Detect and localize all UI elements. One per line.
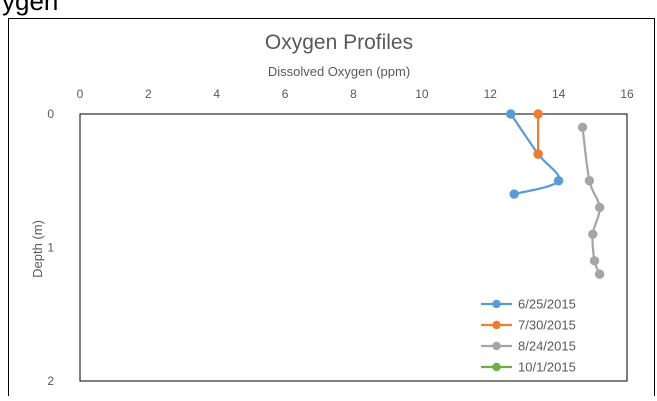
data-point-s2-1: [584, 176, 595, 186]
data-point-s2-3: [588, 229, 598, 239]
data-point-s2-0: [577, 122, 588, 133]
legend-entry-label: 7/30/2015: [518, 318, 576, 333]
legend-marker-0: [492, 299, 501, 309]
x-tick-label: 8: [350, 87, 357, 101]
x-tick-label: 14: [552, 87, 566, 101]
data-point-s1-1: [533, 149, 543, 159]
data-point-s0-0: [506, 109, 516, 119]
legend-entry-label: 10/1/2015: [518, 360, 576, 375]
y-axis-label: Depth (m): [30, 220, 45, 278]
x-tick-label: 2: [145, 87, 152, 101]
legend-entry-label: 8/24/2015: [518, 339, 576, 354]
page-title-fragment: ygen: [2, 0, 59, 16]
y-tick-label: 2: [47, 374, 54, 388]
y-tick-label: 1: [47, 241, 54, 255]
x-tick-label: 4: [213, 87, 220, 101]
data-point-s2-2: [594, 202, 605, 213]
data-point-s1-0: [533, 109, 543, 119]
legend: 6/25/2015 7/30/2015 8/24/2015 10/1/2015: [481, 297, 576, 375]
chart-title: Oxygen Profiles: [265, 31, 413, 54]
oxygen-profile-chart: Oxygen Profiles Dissolved Oxygen (ppm) D…: [30, 31, 634, 388]
chart-frame: Oxygen Profiles Dissolved Oxygen (ppm) D…: [8, 18, 655, 396]
series-line-2: [581, 127, 601, 275]
data-point-s0-2: [553, 176, 564, 186]
x-tick-label: 10: [415, 87, 429, 101]
x-tick-label: 0: [77, 87, 84, 101]
series-line-0: [509, 113, 561, 196]
legend-marker-3: [492, 362, 501, 372]
data-point-s2-4: [589, 256, 600, 266]
legend-entry-label: 6/25/2015: [518, 297, 576, 312]
x-tick-label: 12: [484, 87, 498, 101]
legend-marker-1: [492, 320, 501, 330]
data-point-s0-3: [509, 189, 519, 199]
x-axis-label: Dissolved Oxygen (ppm): [268, 64, 410, 79]
y-tick-label: 0: [47, 107, 54, 121]
data-point-s2-5: [594, 269, 605, 279]
x-tick-label: 6: [282, 87, 289, 101]
x-tick-label: 16: [620, 87, 634, 101]
plot-area: [79, 113, 628, 382]
legend-marker-2: [492, 341, 501, 351]
